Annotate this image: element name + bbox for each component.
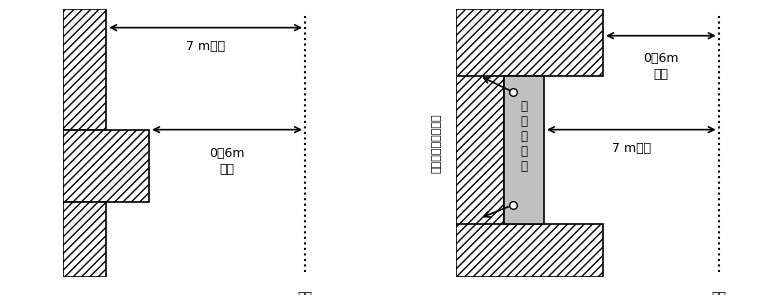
Text: 0．6m
以上: 0．6m 以上 <box>644 52 679 81</box>
Text: 光軸: 光軸 <box>711 291 726 295</box>
Bar <box>456 224 603 277</box>
Bar <box>63 9 106 130</box>
Text: 0．6m
以上: 0．6m 以上 <box>209 147 245 176</box>
Text: スポット型感知器等: スポット型感知器等 <box>431 113 441 173</box>
Text: 7 m以下: 7 m以下 <box>186 40 225 53</box>
Bar <box>456 9 504 277</box>
Bar <box>456 9 603 76</box>
Text: 未
監
視
部
分: 未 監 視 部 分 <box>520 100 527 173</box>
Text: 光軸: 光軸 <box>297 291 313 295</box>
Text: 7 m以下: 7 m以下 <box>612 142 651 155</box>
Bar <box>504 76 544 224</box>
Bar <box>63 202 106 277</box>
Bar <box>63 130 149 202</box>
